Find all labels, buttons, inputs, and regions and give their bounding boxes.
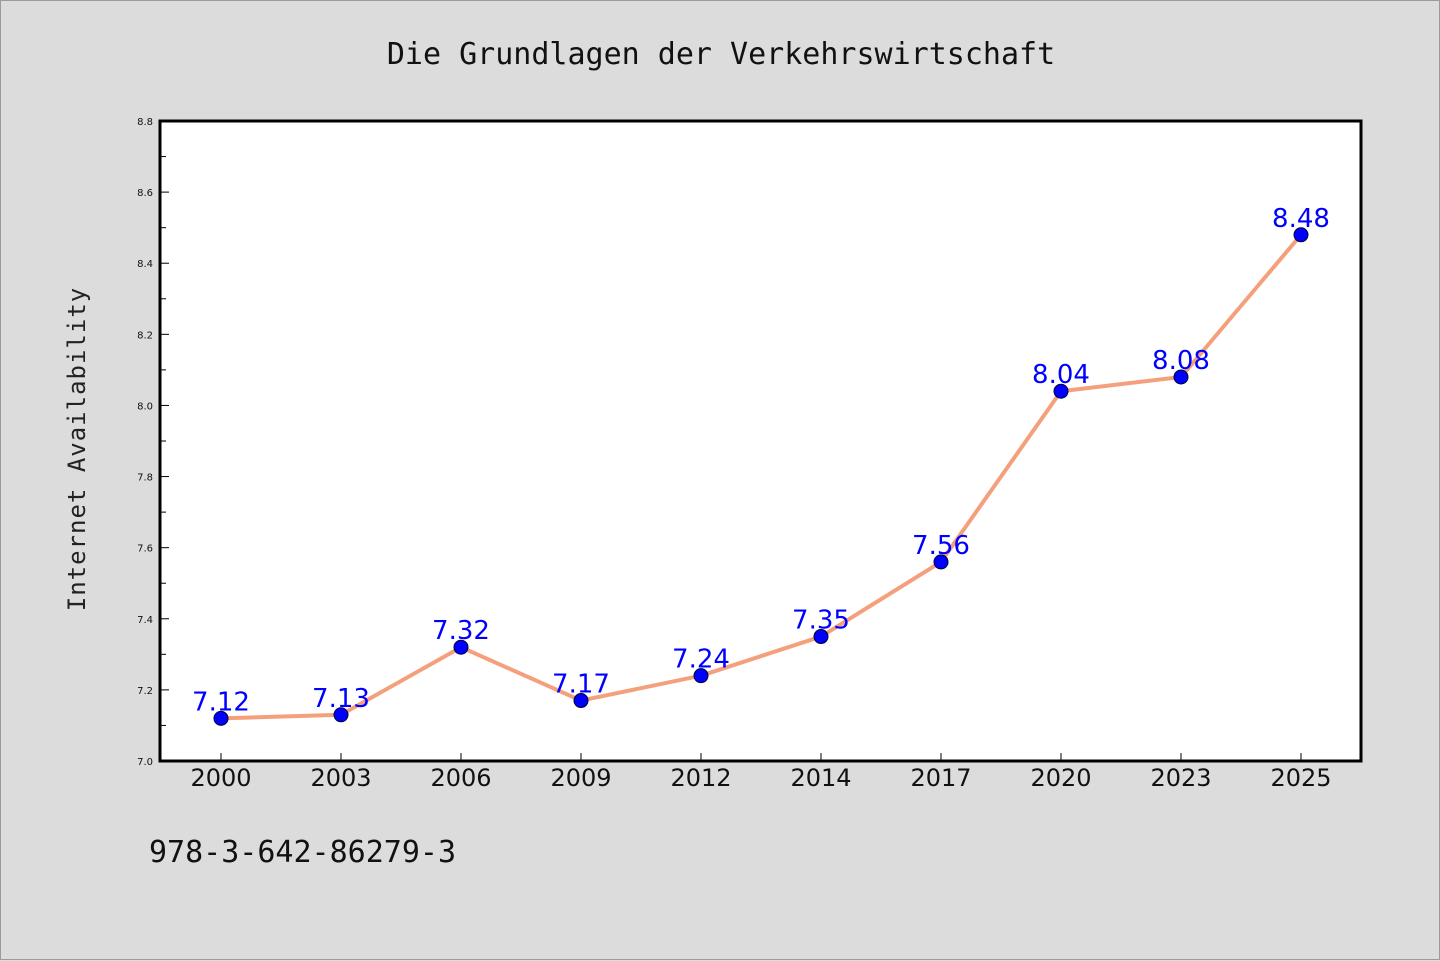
x-tick-label: 2003 — [310, 764, 371, 792]
y-tick-label: 7.6 — [137, 544, 153, 555]
y-tick-label: 8.4 — [137, 259, 153, 270]
data-label: 7.17 — [552, 670, 610, 700]
y-tick-label: 7.0 — [137, 757, 153, 768]
data-label: 8.04 — [1032, 360, 1090, 390]
series-line-group — [220, 233, 1303, 721]
chart-title: Die Grundlagen der Verkehrswirtschaft — [387, 37, 1055, 72]
data-point-marker — [453, 639, 469, 655]
x-tick-label: 2000 — [190, 764, 251, 792]
data-label: 7.12 — [192, 687, 250, 717]
markers-group — [213, 227, 1309, 726]
data-point-marker — [1053, 383, 1069, 399]
data-point-marker — [813, 629, 829, 645]
isbn-footer: 978-3-642-86279-3 — [149, 835, 457, 870]
data-point-marker — [573, 693, 589, 709]
y-tick-label: 7.4 — [137, 615, 153, 626]
plot-area — [158, 119, 1363, 763]
x-tick-label: 2009 — [550, 764, 611, 792]
data-point-marker — [693, 668, 709, 684]
data-point-marker — [1293, 227, 1309, 243]
x-tick-label: 2017 — [910, 764, 971, 792]
y-tick-label: 8.8 — [137, 117, 153, 128]
y-tick-label: 8.2 — [137, 330, 153, 341]
data-label: 7.32 — [432, 616, 490, 646]
data-label: 8.48 — [1272, 204, 1330, 234]
x-tick-label: 2012 — [670, 764, 731, 792]
x-tick-label: 2025 — [1270, 764, 1331, 792]
y-tick-label: 8.0 — [137, 401, 153, 412]
data-label: 7.13 — [312, 684, 370, 714]
y-tick-label: 8.6 — [137, 188, 153, 199]
data-point-marker — [333, 707, 349, 723]
data-label: 8.08 — [1152, 346, 1210, 376]
data-point-marker — [1173, 369, 1189, 385]
data-label: 7.56 — [912, 531, 970, 561]
x-axis: 2000 2003 2006 2009 2012 2014 2017 2020 2023 2025 — [190, 753, 1332, 792]
data-label: 7.35 — [792, 606, 850, 636]
y-tick-label: 7.8 — [137, 473, 153, 484]
x-tick-label: 2023 — [1150, 764, 1211, 792]
series-line — [220, 233, 1303, 721]
data-point-marker — [933, 554, 949, 570]
y-tick-label: 7.2 — [137, 686, 153, 697]
data-label: 7.24 — [672, 645, 730, 675]
y-axis: 7.0 7.2 7.4 7.6 7.8 8.0 8.2 8.4 8.6 8.8 — [137, 117, 169, 768]
data-labels-group: 7.12 7.13 7.32 7.17 7.24 7.35 7.56 8.04 8.08 8.48 — [192, 204, 1330, 718]
y-axis-label: Internet Availability — [63, 287, 91, 611]
data-point-marker — [213, 710, 229, 726]
x-tick-label: 2014 — [790, 764, 851, 792]
x-tick-label: 2006 — [430, 764, 491, 792]
x-tick-label: 2020 — [1030, 764, 1091, 792]
